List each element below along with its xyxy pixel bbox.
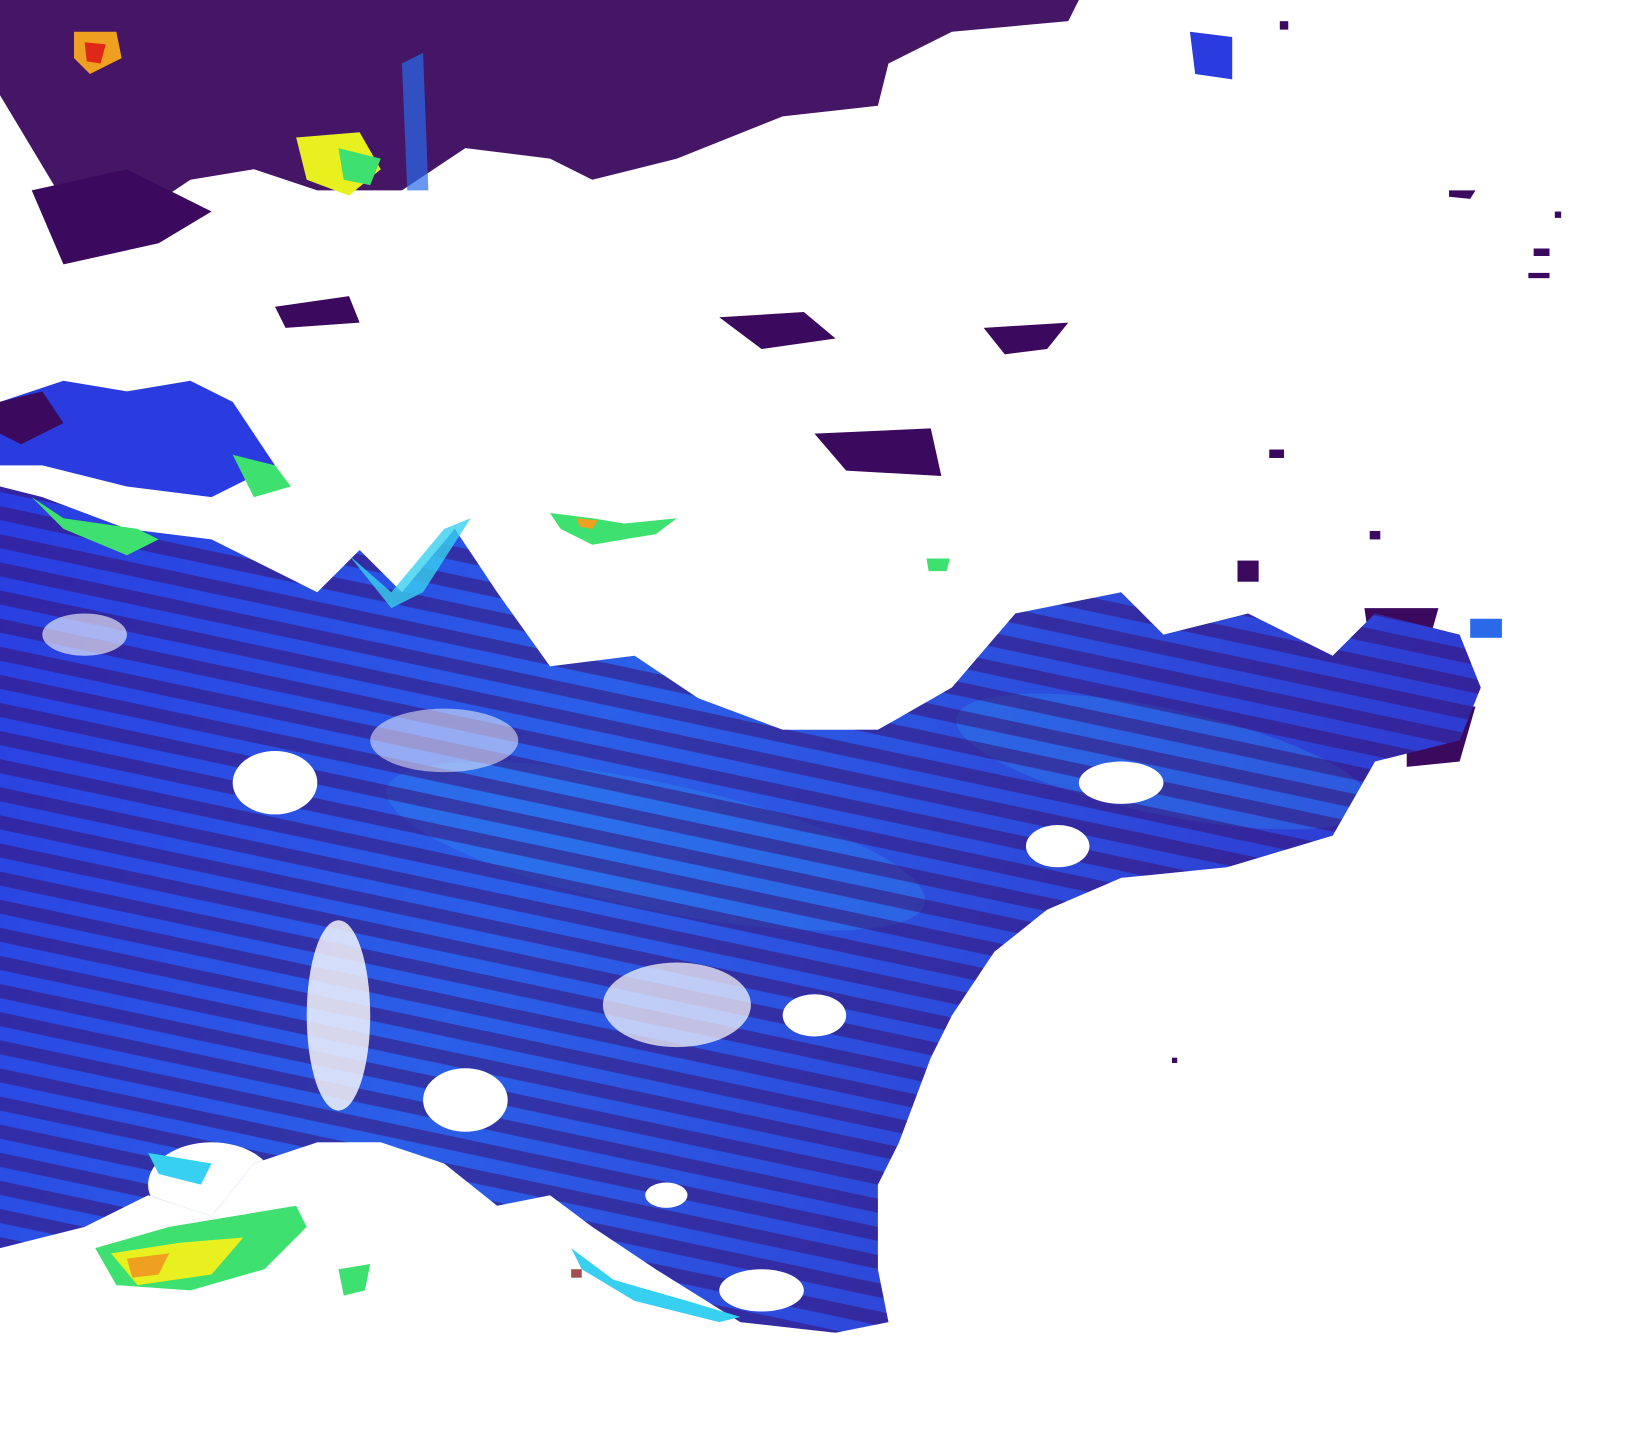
coastal-bloom-patches — [31, 31, 950, 1323]
cloud-gaps — [42, 613, 1164, 1312]
northern-dark-region — [0, 0, 1550, 767]
scattered-pixels — [571, 21, 1562, 1278]
